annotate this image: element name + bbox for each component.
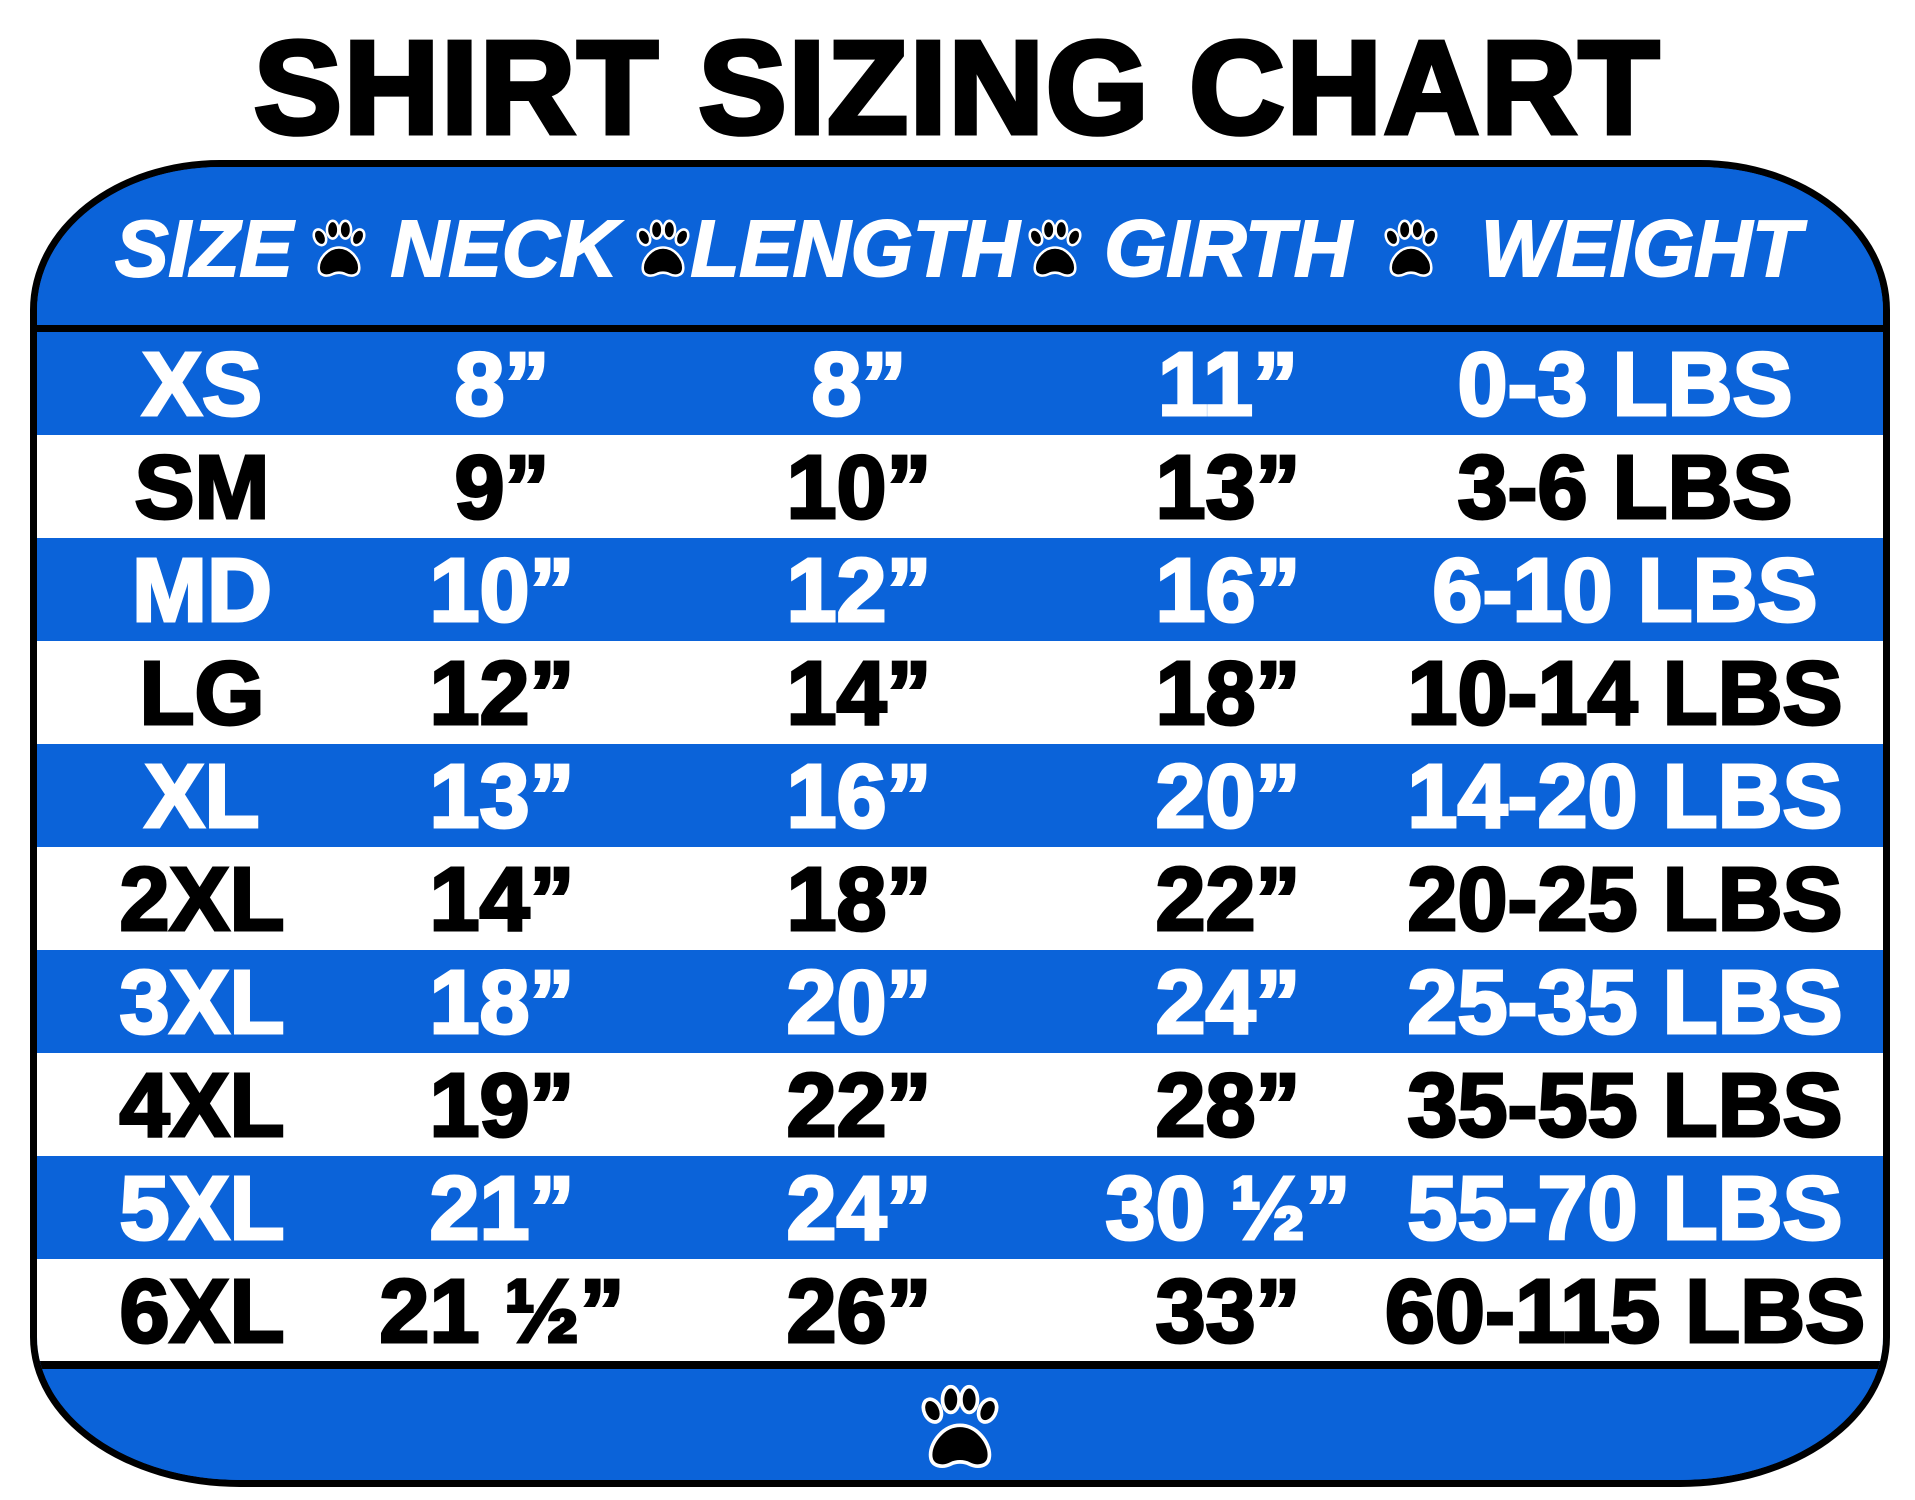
table-row: XS 8” 8” 11” 0-3 LBS [37,332,1883,435]
cell-size: LG [138,644,266,744]
cell-girth: 30 ½” [1104,1159,1352,1259]
cell-neck: 14” [428,850,576,950]
table-row: LG 12” 14” 18” 10-14 LBS [37,641,1883,744]
table-row: 6XL 21 ½” 26” 33” 60-115 LBS [37,1259,1883,1362]
cell-girth: 33” [1154,1262,1302,1362]
cell-weight: 6-10 LBS [1431,541,1819,641]
table-row: 3XL 18” 20” 24” 25-35 LBS [37,950,1883,1053]
cell-girth: 18” [1154,644,1302,744]
paw-print-icon [310,219,368,277]
cell-length: 26” [785,1262,933,1362]
table-row: 4XL 19” 22” 28” 35-55 LBS [37,1053,1883,1156]
header-girth: GIRTH [1103,204,1352,293]
cell-length: 16” [785,747,933,847]
cell-size: 3XL [118,953,286,1053]
header-weight: WEIGHT [1480,204,1802,293]
cell-weight: 55-70 LBS [1406,1159,1844,1259]
table-row: 2XL 14” 18” 22” 20-25 LBS [37,847,1883,950]
table-row: 5XL 21” 24” 30 ½” 55-70 LBS [37,1156,1883,1259]
cell-length: 22” [785,1056,933,1156]
cell-weight: 10-14 LBS [1406,644,1844,744]
cell-weight: 3-6 LBS [1456,438,1794,538]
cell-neck: 21” [428,1159,576,1259]
cell-weight: 25-35 LBS [1406,953,1844,1053]
cell-size: XS [140,335,263,435]
table-row: SM 9” 10” 13” 3-6 LBS [37,435,1883,538]
cell-weight: 14-20 LBS [1406,747,1844,847]
cell-length: 14” [785,644,933,744]
cell-length: 12” [785,541,933,641]
cell-girth: 20” [1154,747,1302,847]
cell-neck: 13” [428,747,576,847]
table-row: MD 10” 12” 16” 6-10 LBS [37,538,1883,641]
cell-weight: 60-115 LBS [1383,1262,1866,1362]
header-length: LENGTH [690,204,1021,293]
page-title: SHIRT SIZING CHART [251,14,1662,161]
cell-girth: 22” [1154,850,1302,950]
paw-print-icon [1382,219,1440,277]
cell-length: 18” [785,850,933,950]
sizing-chart-table: SIZE NECK LENGTH GIRTH WEIGHT XS 8” 8” 11” 0… [30,160,1890,1487]
cell-size: SM [133,438,271,538]
cell-size: 6XL [118,1262,286,1362]
cell-neck: 10” [428,541,576,641]
cell-weight: 35-55 LBS [1406,1056,1844,1156]
table-header: SIZE NECK LENGTH GIRTH WEIGHT [37,167,1883,333]
cell-neck: 9” [453,438,551,538]
paw-print-icon [1026,219,1084,277]
paw-print-icon [918,1384,1002,1468]
cell-size: 4XL [118,1056,286,1156]
cell-girth: 24” [1154,953,1302,1053]
cell-length: 8” [810,335,908,435]
cell-neck: 21 ½” [378,1262,626,1362]
cell-girth: 16” [1154,541,1302,641]
table-row: XL 13” 16” 20” 14-20 LBS [37,744,1883,847]
cell-neck: 19” [428,1056,576,1156]
cell-girth: 28” [1154,1056,1302,1156]
cell-weight: 0-3 LBS [1456,335,1794,435]
cell-length: 10” [785,438,933,538]
header-neck: NECK [390,204,619,293]
table-footer [37,1361,1883,1480]
header-size: SIZE [114,204,294,293]
cell-length: 20” [785,953,933,1053]
cell-size: 2XL [118,850,286,950]
cell-size: 5XL [118,1159,286,1259]
paw-print-icon [634,219,692,277]
cell-size: XL [143,747,261,847]
cell-neck: 8” [453,335,551,435]
cell-weight: 20-25 LBS [1406,850,1844,950]
cell-girth: 11” [1156,335,1299,435]
cell-girth: 13” [1154,438,1302,538]
cell-neck: 12” [428,644,576,744]
cell-length: 24” [785,1159,933,1259]
cell-size: MD [131,541,274,641]
cell-neck: 18” [428,953,576,1053]
